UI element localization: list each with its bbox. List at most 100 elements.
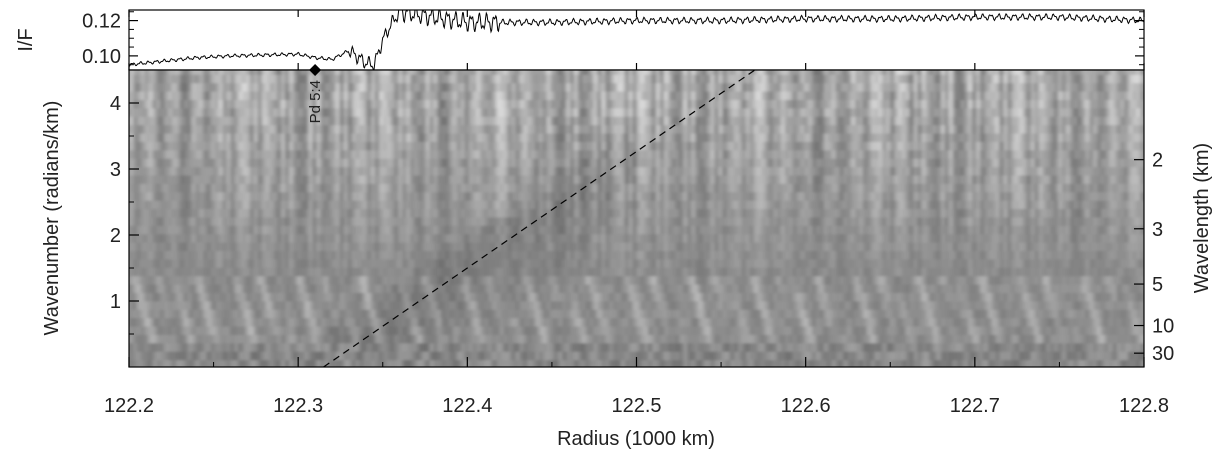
- heatmap-cell: [156, 250, 161, 260]
- heatmap-cell: [675, 283, 681, 293]
- heatmap-cell: [460, 334, 466, 344]
- heatmap-cell: [620, 242, 626, 252]
- heatmap-cell: [304, 351, 310, 361]
- heatmap-cell: [222, 342, 228, 352]
- heatmap-cell: [531, 317, 536, 327]
- heatmap-cell: [531, 216, 536, 226]
- heatmap-cell: [800, 225, 805, 235]
- heatmap-cell: [577, 233, 583, 243]
- heatmap-cell: [691, 317, 696, 327]
- heatmap-cell: [195, 200, 200, 210]
- heatmap-cell: [250, 225, 255, 235]
- heatmap-cell: [878, 300, 884, 310]
- heatmap-cell: [230, 250, 235, 260]
- heatmap-cell: [800, 258, 805, 268]
- heatmap-cell: [687, 283, 692, 293]
- heatmap-cell: [687, 233, 692, 243]
- heatmap-cell: [1038, 225, 1044, 235]
- heatmap-cell: [1015, 233, 1020, 243]
- heatmap-cell: [905, 275, 911, 285]
- heatmap-cell: [374, 359, 380, 367]
- heatmap-cell: [831, 225, 837, 235]
- heatmap-cell: [702, 359, 708, 367]
- heatmap-cell: [171, 242, 177, 252]
- heatmap-cell: [589, 317, 595, 327]
- heatmap-cell: [566, 359, 571, 367]
- heatmap-cell: [542, 334, 548, 344]
- heatmap-cell: [332, 267, 337, 277]
- heatmap-cell: [156, 317, 161, 327]
- heatmap-cell: [773, 317, 778, 327]
- heatmap-cell: [429, 242, 435, 252]
- heatmap-cell: [238, 300, 243, 310]
- heatmap-cell: [714, 292, 720, 302]
- heatmap-cell: [410, 275, 415, 285]
- heatmap-cell: [773, 309, 778, 319]
- heatmap-cell: [753, 242, 759, 252]
- heatmap-cell: [488, 300, 493, 310]
- heatmap-cell: [203, 359, 208, 367]
- heatmap-cell: [234, 359, 239, 367]
- heatmap-cell: [1081, 309, 1087, 319]
- heatmap-cell: [425, 258, 431, 268]
- heatmap-cell: [855, 250, 860, 260]
- heatmap-cell: [449, 317, 454, 327]
- heatmap-cell: [1140, 351, 1144, 361]
- heatmap-cell: [648, 292, 653, 302]
- heatmap-cell: [246, 325, 251, 335]
- heatmap-cell: [718, 300, 723, 310]
- heatmap-cell: [874, 267, 880, 277]
- heatmap-cell: [816, 216, 821, 226]
- heatmap-cell: [1058, 359, 1063, 367]
- heatmap-cell: [652, 351, 657, 361]
- heatmap-cell: [499, 208, 505, 218]
- heatmap-cell: [456, 216, 462, 226]
- heatmap-cell: [964, 258, 969, 268]
- heatmap-cell: [218, 309, 224, 319]
- heatmap-cell: [484, 283, 489, 293]
- heatmap-cell: [257, 325, 263, 335]
- heatmap-cell: [148, 242, 154, 252]
- heatmap-cell: [339, 283, 345, 293]
- heatmap-cell: [281, 300, 286, 310]
- heatmap-cell: [222, 300, 228, 310]
- heatmap-cell: [203, 258, 208, 268]
- heatmap-cell: [886, 208, 891, 218]
- heatmap-cell: [761, 208, 766, 218]
- heatmap-cell: [1136, 359, 1141, 367]
- heatmap-cell: [1140, 300, 1144, 310]
- heatmap-cell: [1124, 242, 1129, 252]
- heatmap-cell: [800, 267, 805, 277]
- heatmap-cell: [1038, 309, 1044, 319]
- heatmap-cell: [804, 250, 809, 260]
- heatmap-cell: [316, 309, 321, 319]
- heatmap-cell: [449, 250, 454, 260]
- heatmap-cell: [511, 258, 517, 268]
- heatmap-cell: [648, 225, 653, 235]
- heatmap-cell: [839, 309, 844, 319]
- heatmap-cell: [574, 317, 579, 327]
- heatmap-cell: [929, 300, 934, 310]
- heatmap-cell: [152, 300, 157, 310]
- heatmap-cell: [425, 317, 431, 327]
- heatmap-cell: [831, 300, 837, 310]
- heatmap-cell: [710, 275, 716, 285]
- heatmap-cell: [507, 342, 513, 352]
- heatmap-cell: [234, 300, 239, 310]
- heatmap-cell: [1116, 325, 1122, 335]
- heatmap-cell: [960, 359, 966, 367]
- heatmap-cell: [523, 309, 528, 319]
- heatmap-cell: [308, 208, 314, 218]
- heatmap-cell: [648, 258, 653, 268]
- heatmap-cell: [531, 267, 536, 277]
- heatmap-cell: [242, 334, 247, 344]
- heatmap-cell: [695, 267, 700, 277]
- heatmap-cell: [1097, 334, 1102, 344]
- heatmap-cell: [425, 225, 431, 235]
- heatmap-cell: [242, 258, 247, 268]
- heatmap-cell: [769, 267, 774, 277]
- heatmap-cell: [597, 325, 602, 335]
- heatmap-cell: [382, 334, 388, 344]
- heatmap-cell: [453, 250, 458, 260]
- heatmap-cell: [1128, 225, 1133, 235]
